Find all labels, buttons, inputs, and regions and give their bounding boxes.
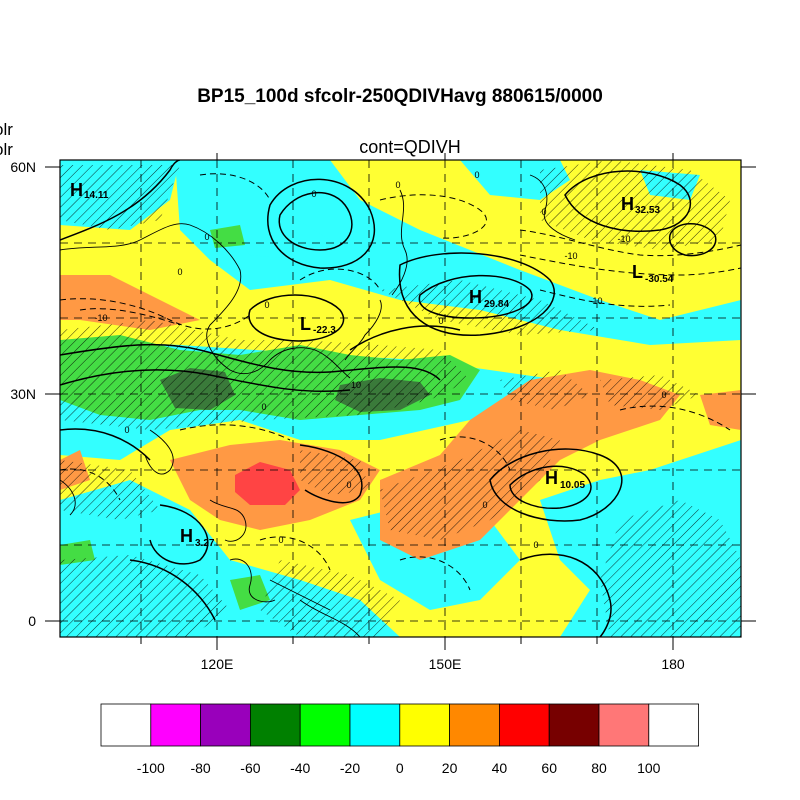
contour-label: 0 <box>124 425 129 435</box>
center-letter: L <box>300 314 311 334</box>
colorbar: -100 -80 -60 -40 -20 0 20 40 60 80 100 <box>100 703 699 776</box>
contour-label: -10 <box>617 234 630 244</box>
lat-label-30n: 30N <box>10 386 36 402</box>
colorbar-label: 0 <box>396 760 404 776</box>
coastlines <box>60 174 576 637</box>
lat-label-60n: 60N <box>10 159 36 175</box>
colorbar-label: 100 <box>637 760 661 776</box>
center-letter: H <box>180 526 193 546</box>
colorbar-box <box>598 703 650 747</box>
red-shading <box>235 462 300 505</box>
lon-label-180: 180 <box>661 656 685 672</box>
colorbar-box <box>648 703 699 747</box>
colorbar-label: 60 <box>541 760 557 776</box>
map-area: 0 0 0 -10 -10 -10 -10 0 0 0 0 0 10 0 0 0… <box>60 160 741 637</box>
gridlines <box>60 160 741 637</box>
lat-label-0: 0 <box>28 613 36 629</box>
center-letter: L <box>632 262 643 282</box>
contour-labels: 0 0 0 -10 -10 -10 -10 0 0 0 0 0 10 0 0 0… <box>94 170 666 550</box>
contour-label: 0 <box>533 540 538 550</box>
center-letter: H <box>469 287 482 307</box>
colorbar-box <box>349 703 401 747</box>
center-value: -22.3 <box>313 325 336 336</box>
colorbar-label: -100 <box>137 760 165 776</box>
hatched-areas <box>60 160 741 637</box>
left-string-2: olr <box>0 140 13 159</box>
contour-label: 0 <box>261 402 266 412</box>
contour-label: 0 <box>177 267 182 277</box>
contour-label: 0 <box>346 480 351 490</box>
dashed-contours <box>60 173 741 591</box>
map-frame <box>59 159 742 638</box>
contour-label: 0 <box>474 170 479 180</box>
colorbar-box <box>548 703 600 747</box>
colorbar-box <box>200 703 251 747</box>
colorbar-label: 20 <box>442 760 458 776</box>
colorbar-label: -80 <box>190 760 210 776</box>
colorbar-label: -40 <box>290 760 310 776</box>
plot-subtitle: cont=QDIVH <box>359 137 461 157</box>
center-value: 10.05 <box>560 480 585 491</box>
axis-labels: 60N 30N 0 120E 150E 180 <box>10 159 685 672</box>
contour-label: -10 <box>589 296 602 306</box>
center-value: 29.84 <box>484 299 509 310</box>
plot-title: BP15_100d sfcolr-250QDIVHavg 880615/0000 <box>197 86 603 107</box>
contour-label: 0 <box>438 316 443 326</box>
center-value: 32.53 <box>635 205 660 216</box>
lon-label-120e: 120E <box>201 656 234 672</box>
contour-label: 0 <box>278 535 283 545</box>
colorbar-label: -20 <box>340 760 360 776</box>
center-value: 14.11 <box>84 190 109 201</box>
colorbar-box <box>100 703 152 747</box>
colorbar-box <box>299 703 351 747</box>
left-string-1: olr <box>0 120 13 139</box>
contour-label: 0 <box>264 300 269 310</box>
contour-label: 0 <box>661 390 666 400</box>
colorbar-box <box>449 703 500 747</box>
contour-label: 0 <box>482 500 487 510</box>
center-letter: H <box>70 180 83 200</box>
center-value: -30.54 <box>645 274 674 285</box>
colorbar-box <box>498 703 550 747</box>
colorbar-label: 40 <box>492 760 508 776</box>
contour-label: -10 <box>94 313 107 323</box>
colorbar-box <box>150 703 202 747</box>
colorbar-box <box>399 703 450 747</box>
colorbar-label: 80 <box>591 760 607 776</box>
contour-label: 10 <box>351 380 361 390</box>
colorbar-label: -60 <box>240 760 260 776</box>
contour-label: 0 <box>204 232 209 242</box>
contour-label: 0 <box>395 180 400 190</box>
lon-label-150e: 150E <box>429 656 462 672</box>
colorbar-box <box>249 703 301 747</box>
center-value: 3.27 <box>195 538 215 549</box>
tick-marks <box>45 153 756 650</box>
center-letter: H <box>545 468 558 488</box>
pressure-centers: H 14.11 H 32.53 L -30.54 H 29.84 L -22.3… <box>70 180 674 549</box>
contour-label: 0 <box>541 207 546 217</box>
contour-label: 0 <box>311 189 316 199</box>
center-letter: H <box>621 194 634 214</box>
contour-label: -10 <box>564 251 577 261</box>
